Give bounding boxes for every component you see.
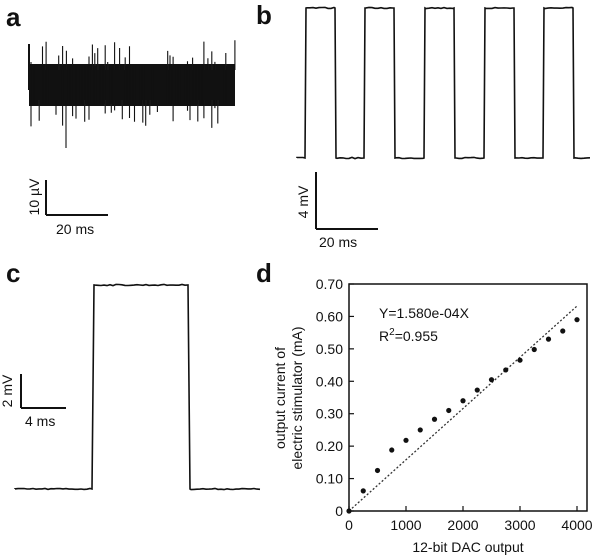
panel-c-scalebar-y-label: 2 mV	[0, 374, 15, 407]
plot-frame	[348, 283, 588, 512]
data-point	[360, 488, 366, 494]
y-tick-label: 0.60	[316, 308, 343, 324]
x-tick-label: 1000	[390, 517, 421, 533]
panel-c-pulse-trace	[14, 283, 261, 491]
data-point	[488, 377, 495, 383]
data-point	[431, 416, 438, 422]
panel-b-scalebar-x-label: 20 ms	[319, 234, 357, 250]
panel-d: d 0 0.10 0.20 0.30 0.40 0.50 0.60 0.70 0 1000 200…	[256, 258, 593, 555]
data-point	[474, 387, 480, 393]
data-point	[417, 427, 423, 433]
y-tick-label: 0	[335, 503, 343, 519]
panel-b-scalebar: 4 mV 20 ms	[295, 172, 378, 250]
panel-b: b 4 mV 20 ms	[256, 0, 591, 250]
panel-b-scalebar-y-label: 4 mV	[295, 185, 311, 218]
panel-b-label: b	[256, 0, 272, 30]
data-point	[503, 367, 509, 373]
r-squared-label: R2=0.955	[379, 327, 438, 344]
data-point	[403, 437, 409, 443]
y-tick-label: 0.40	[316, 373, 343, 389]
x-tick-label: 3000	[504, 517, 535, 533]
data-point	[545, 336, 552, 342]
data-point	[517, 357, 523, 363]
data-points	[346, 317, 580, 514]
panel-c-scalebar-x-label: 4 ms	[25, 413, 55, 429]
y-axis-ticks: 0 0.10 0.20 0.30 0.40 0.50 0.60 0.70	[316, 276, 354, 519]
panel-a-scalebar: 10 µV 20 ms	[26, 178, 108, 237]
x-axis-ticks: 0 1000 2000 3000 4000	[345, 506, 593, 533]
panel-d-label: d	[256, 258, 272, 288]
panel-c-label: c	[6, 258, 20, 288]
data-point	[446, 407, 452, 414]
data-point	[346, 508, 352, 514]
y-tick-label: 0.70	[316, 276, 343, 292]
data-point	[460, 398, 466, 404]
data-point	[389, 447, 395, 453]
panel-c: c 2 mV 4 ms	[0, 258, 261, 491]
panel-a: a 10 µV 20 ms	[6, 2, 236, 237]
panel-d-scatter-plot: 0 0.10 0.20 0.30 0.40 0.50 0.60 0.70 0 1000 2000 3…	[272, 276, 593, 555]
panel-a-scalebar-x-label: 20 ms	[56, 221, 94, 237]
panel-a-scalebar-y-label: 10 µV	[26, 178, 42, 216]
panel-b-square-wave-trace	[296, 6, 591, 160]
data-point	[560, 328, 566, 334]
x-axis-title: 12-bit DAC output	[412, 539, 523, 555]
x-tick-label: 0	[345, 517, 353, 533]
y-tick-label: 0.10	[316, 471, 343, 487]
data-point	[531, 346, 537, 353]
x-tick-label: 2000	[447, 517, 478, 533]
y-tick-label: 0.20	[316, 438, 343, 454]
y-axis-title-line2: electric stimulator (mA)	[289, 326, 305, 469]
data-point	[574, 317, 580, 323]
panel-a-label: a	[6, 2, 21, 32]
data-point	[374, 467, 381, 474]
linear-fit-line	[348, 305, 578, 512]
noise-spikes	[30, 40, 236, 148]
noise-band	[29, 64, 235, 106]
panel-c-scalebar: 2 mV 4 ms	[0, 374, 66, 429]
y-tick-label: 0.30	[316, 406, 343, 422]
y-tick-label: 0.50	[316, 341, 343, 357]
fit-equation: Y=1.580e-04X	[379, 305, 470, 321]
y-axis-title-line1: output current of	[272, 347, 288, 449]
panel-a-noise-trace	[28, 40, 236, 148]
x-tick-label: 4000	[561, 517, 592, 533]
